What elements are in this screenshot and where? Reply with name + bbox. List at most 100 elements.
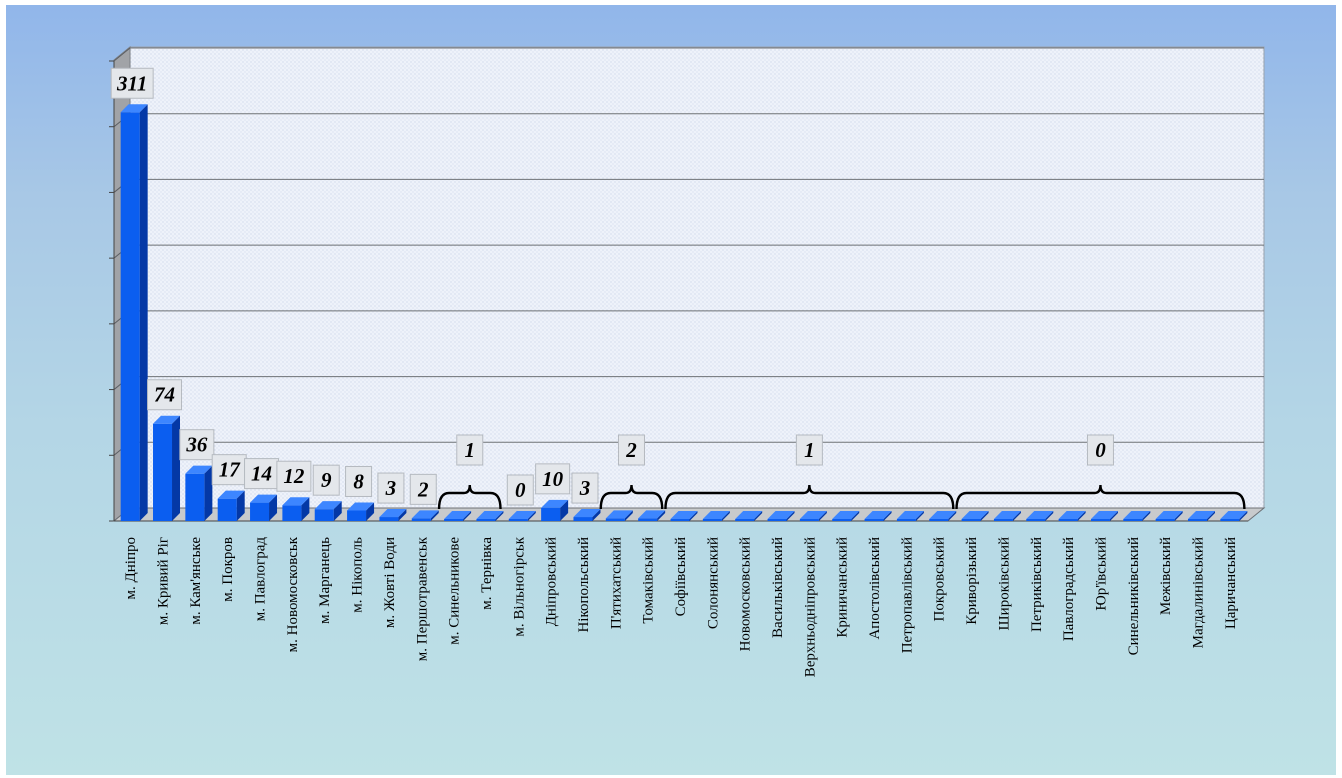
bar-front xyxy=(411,518,431,521)
bar-top xyxy=(476,511,504,519)
data-label-box xyxy=(110,67,154,99)
bar xyxy=(702,511,730,521)
bar xyxy=(961,511,989,521)
bar-top xyxy=(379,509,407,518)
bar-front xyxy=(282,505,302,521)
x-tick-label: Широківський xyxy=(996,537,1012,630)
bar-side xyxy=(463,511,472,521)
x-tick-label: Софіївський xyxy=(673,537,689,616)
group-label: 1 xyxy=(795,434,823,466)
group-label-text: 1 xyxy=(804,438,815,462)
bar-side xyxy=(527,511,536,521)
bar-front xyxy=(1090,519,1110,521)
x-tick-label: м. Новомосковськ xyxy=(285,536,301,652)
bar-front xyxy=(864,519,884,521)
bar-top xyxy=(702,511,730,519)
bar-top xyxy=(799,511,827,519)
bar-side xyxy=(333,501,342,521)
bar-side xyxy=(592,509,601,521)
data-label-text: 0 xyxy=(515,478,526,502)
bar xyxy=(573,509,601,521)
x-tick-label: Синельниківський xyxy=(1126,537,1142,655)
bar xyxy=(185,465,213,521)
bar-top xyxy=(314,501,342,510)
group-label: 1 xyxy=(456,434,484,466)
group-label-box xyxy=(617,434,645,466)
bar xyxy=(250,494,278,521)
data-label-text: 36 xyxy=(185,433,208,457)
data-label: 12 xyxy=(276,460,312,492)
bar-top xyxy=(1026,511,1054,519)
bar xyxy=(444,511,472,521)
bar-side xyxy=(624,510,633,521)
bar-front xyxy=(120,112,140,521)
x-tick-label: Криворізький xyxy=(964,537,980,625)
data-label: 10 xyxy=(535,463,571,495)
bar-side xyxy=(883,511,892,521)
bar xyxy=(929,511,957,521)
x-tick-label: Павлоградський xyxy=(1061,537,1077,641)
x-tick-label: Новомосковський xyxy=(738,537,754,651)
bar-front xyxy=(444,519,464,521)
data-label: 74 xyxy=(147,379,183,411)
bar xyxy=(153,415,181,521)
plot-back-wall xyxy=(129,46,1265,509)
bar-front xyxy=(1026,519,1046,521)
bar-front xyxy=(670,519,690,521)
bar-top xyxy=(961,511,989,519)
bar-top xyxy=(411,510,439,519)
bar-side xyxy=(689,511,698,521)
x-tick-label: м. Кам'янське xyxy=(188,537,204,625)
group-label-text: 0 xyxy=(1095,438,1106,462)
bar xyxy=(605,510,633,521)
bar xyxy=(411,510,439,521)
bar-front xyxy=(799,519,819,521)
bar-side xyxy=(980,511,989,521)
bar-top xyxy=(670,511,698,519)
data-label: 36 xyxy=(179,429,215,461)
bar-top xyxy=(217,490,245,499)
data-label-text: 12 xyxy=(283,464,305,488)
bar-front xyxy=(638,518,658,521)
bar-front xyxy=(605,518,625,521)
bar-top xyxy=(120,104,148,113)
bar xyxy=(120,104,148,521)
bar xyxy=(896,511,924,521)
bar-front xyxy=(896,519,916,521)
bar-top xyxy=(250,494,278,503)
data-label-box xyxy=(211,454,247,486)
x-tick-label: м. Кривий Ріг xyxy=(156,537,172,625)
bar-top xyxy=(1220,511,1248,519)
group-brace xyxy=(437,484,502,510)
gridline-side xyxy=(113,47,131,62)
bar-side xyxy=(236,490,245,521)
data-label: 2 xyxy=(409,473,437,505)
data-label-box xyxy=(377,472,405,504)
x-tick-label: Царичанський xyxy=(1223,537,1239,629)
data-label-box xyxy=(276,460,312,492)
group-label-box xyxy=(1086,434,1114,466)
bars-layer xyxy=(120,104,1248,521)
data-label-box xyxy=(179,429,215,461)
bar-side xyxy=(204,465,213,521)
bar-side xyxy=(1239,511,1248,521)
bar-side xyxy=(657,510,666,521)
bar-side xyxy=(430,510,439,521)
bar xyxy=(476,511,504,521)
bar-side xyxy=(754,511,763,521)
data-label-text: 10 xyxy=(542,467,564,491)
bar xyxy=(735,511,763,521)
x-tick-label: Васильківський xyxy=(770,537,786,638)
data-label-box xyxy=(535,463,571,495)
bar-top xyxy=(573,509,601,518)
bar-side xyxy=(398,509,407,521)
bar xyxy=(1026,511,1054,521)
bar-top xyxy=(605,510,633,519)
data-label-text: 17 xyxy=(219,458,242,482)
data-label-text: 14 xyxy=(251,462,272,486)
bar-front xyxy=(573,517,593,521)
group-brace xyxy=(599,484,664,510)
bar xyxy=(767,511,795,521)
x-tick-label: Солонянський xyxy=(705,537,721,629)
